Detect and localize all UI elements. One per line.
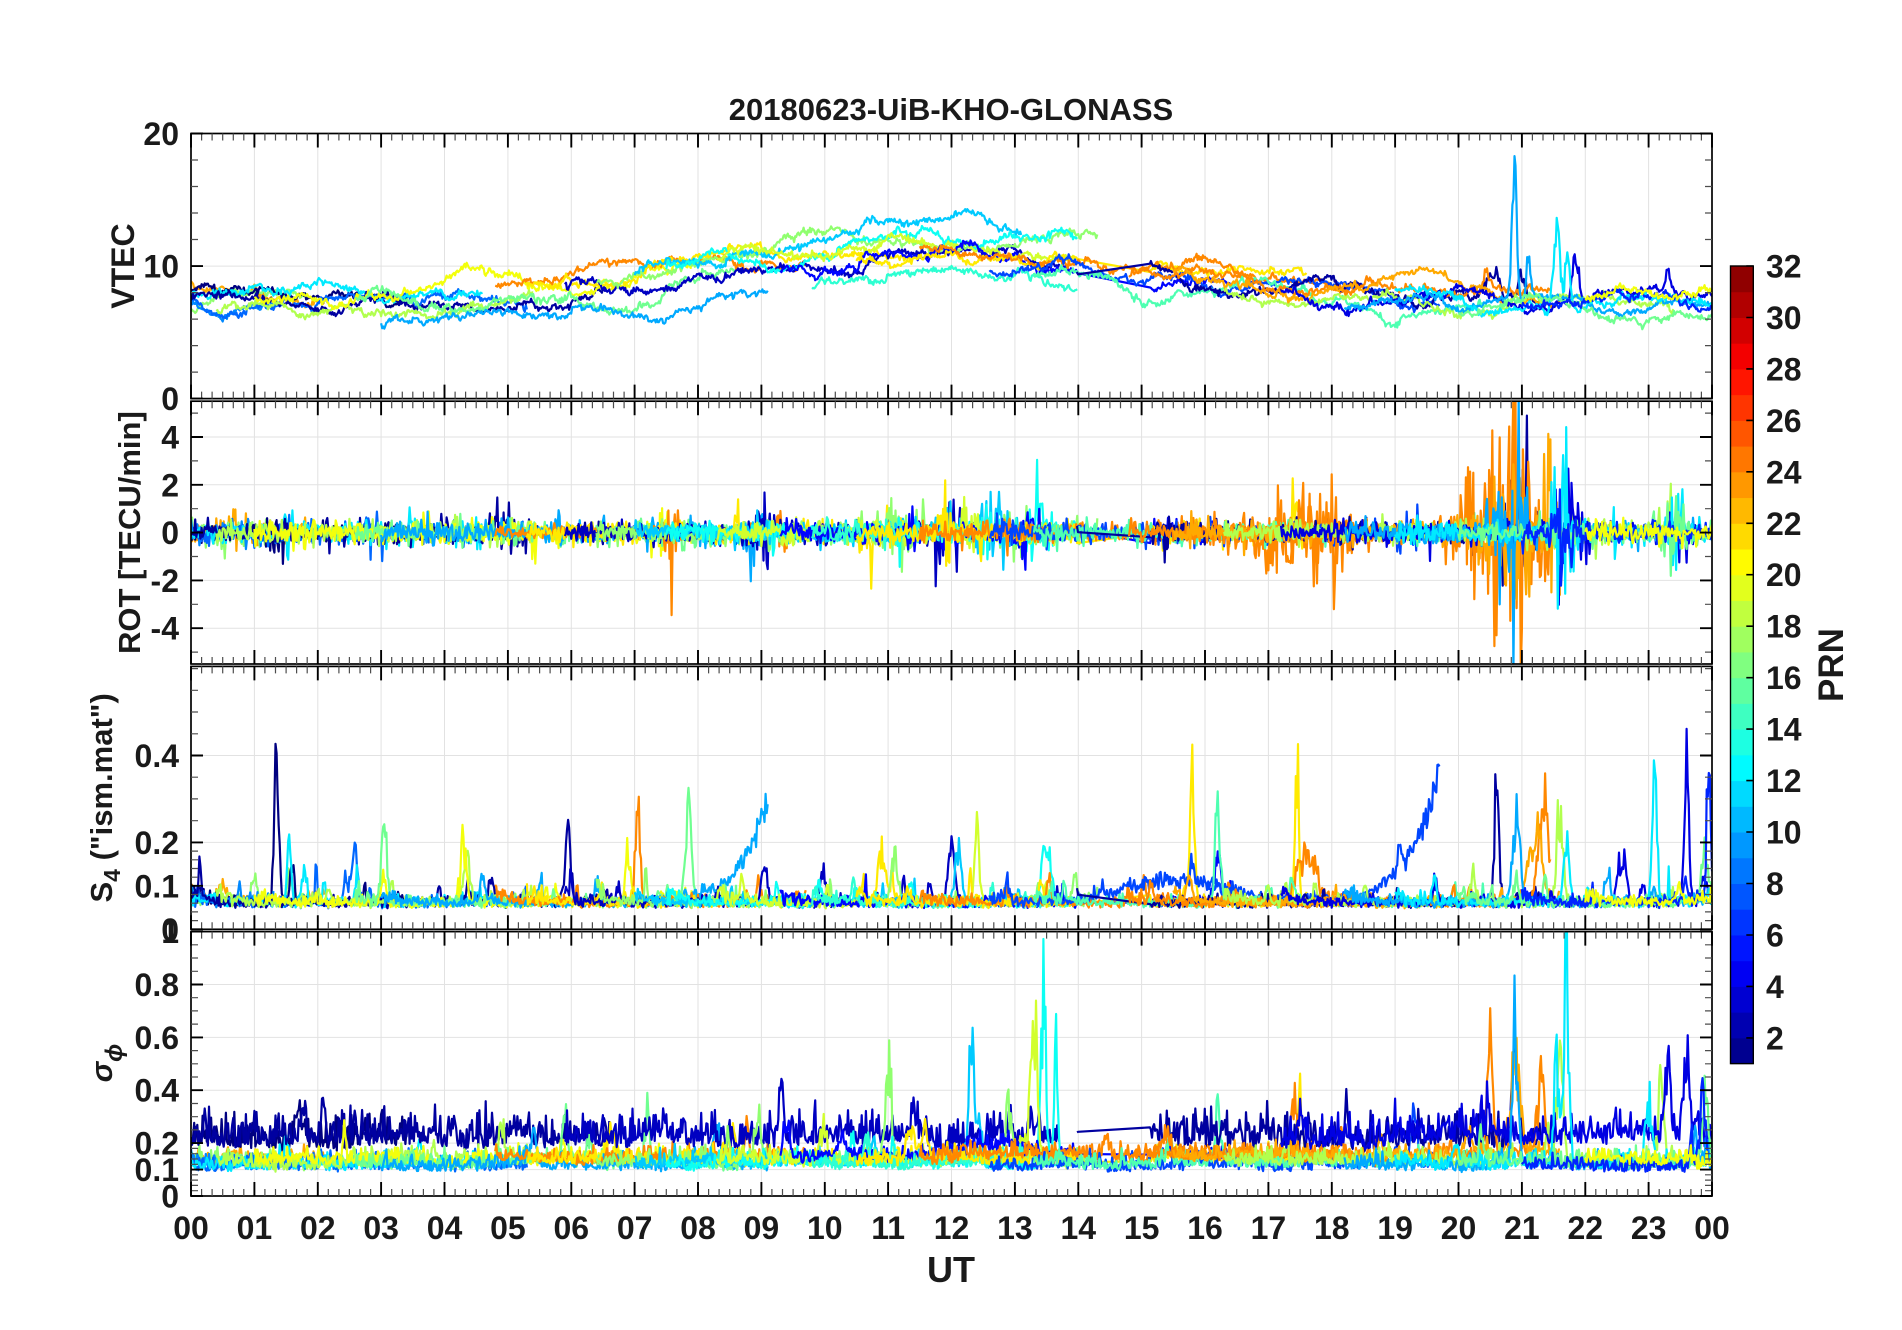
svg-text:18: 18 <box>1314 1210 1350 1246</box>
svg-text:6: 6 <box>1766 917 1784 953</box>
svg-text:1: 1 <box>161 914 179 950</box>
svg-text:30: 30 <box>1766 300 1802 336</box>
svg-text:07: 07 <box>617 1210 653 1246</box>
svg-text:02: 02 <box>300 1210 336 1246</box>
svg-text:12: 12 <box>934 1210 970 1246</box>
svg-text:11: 11 <box>871 1210 905 1246</box>
svg-text:-4: -4 <box>151 611 180 647</box>
svg-text:32: 32 <box>1766 249 1802 285</box>
svg-text:0: 0 <box>161 912 179 948</box>
svg-text:16: 16 <box>1187 1210 1223 1246</box>
svg-text:19: 19 <box>1377 1210 1413 1246</box>
svg-text:20180623-UiB-KHO-GLONASS: 20180623-UiB-KHO-GLONASS <box>729 92 1173 127</box>
svg-text:00: 00 <box>1694 1210 1730 1246</box>
svg-text:22: 22 <box>1766 506 1802 542</box>
svg-text:09: 09 <box>744 1210 780 1246</box>
svg-text:8: 8 <box>1766 866 1784 902</box>
svg-text:2: 2 <box>1766 1020 1784 1056</box>
svg-text:14: 14 <box>1060 1210 1096 1246</box>
svg-text:0.8: 0.8 <box>135 967 179 1003</box>
svg-text:16: 16 <box>1766 660 1802 696</box>
svg-text:4: 4 <box>161 420 179 456</box>
svg-text:21: 21 <box>1504 1210 1540 1246</box>
svg-text:17: 17 <box>1251 1210 1287 1246</box>
svg-text:0.4: 0.4 <box>135 738 180 774</box>
svg-text:26: 26 <box>1766 403 1802 439</box>
svg-text:10: 10 <box>807 1210 843 1246</box>
svg-text:05: 05 <box>490 1210 526 1246</box>
svg-text:0: 0 <box>161 1179 179 1215</box>
svg-text:0.6: 0.6 <box>135 1020 179 1056</box>
svg-text:0.1: 0.1 <box>135 1152 179 1188</box>
svg-text:0.2: 0.2 <box>135 1126 179 1162</box>
svg-text:10: 10 <box>143 249 179 285</box>
svg-text:14: 14 <box>1766 712 1802 748</box>
svg-text:22: 22 <box>1567 1210 1603 1246</box>
svg-text:00: 00 <box>173 1210 209 1246</box>
svg-text:ROT [TECU/min]: ROT [TECU/min] <box>112 411 147 654</box>
svg-text:-2: -2 <box>151 563 179 599</box>
svg-text:28: 28 <box>1766 351 1802 387</box>
svg-text:S4 ("ism.mat"): S4 ("ism.mat") <box>84 693 125 902</box>
svg-text:13: 13 <box>997 1210 1033 1246</box>
svg-text:0.4: 0.4 <box>135 1073 180 1109</box>
svg-text:2: 2 <box>161 467 179 503</box>
svg-text:UT: UT <box>927 1249 975 1290</box>
svg-text:4: 4 <box>1766 969 1784 1005</box>
svg-text:01: 01 <box>237 1210 273 1246</box>
svg-text:12: 12 <box>1766 763 1802 799</box>
svg-text:0: 0 <box>161 515 179 551</box>
svg-text:0.1: 0.1 <box>135 868 179 904</box>
svg-text:06: 06 <box>553 1210 589 1246</box>
svg-text:08: 08 <box>680 1210 716 1246</box>
svg-text:15: 15 <box>1124 1210 1160 1246</box>
svg-text:20: 20 <box>1441 1210 1477 1246</box>
svg-text:18: 18 <box>1766 609 1802 645</box>
svg-text:20: 20 <box>143 116 179 152</box>
svg-text:10: 10 <box>1766 815 1802 851</box>
svg-text:23: 23 <box>1631 1210 1667 1246</box>
svg-text:24: 24 <box>1766 454 1802 490</box>
svg-text:0.2: 0.2 <box>135 825 179 861</box>
svg-text:03: 03 <box>363 1210 399 1246</box>
svg-text:04: 04 <box>427 1210 463 1246</box>
svg-text:20: 20 <box>1766 557 1802 593</box>
svg-text:0: 0 <box>161 381 179 417</box>
svg-text:PRN: PRN <box>1812 628 1851 702</box>
svg-text:VTEC: VTEC <box>105 223 141 308</box>
